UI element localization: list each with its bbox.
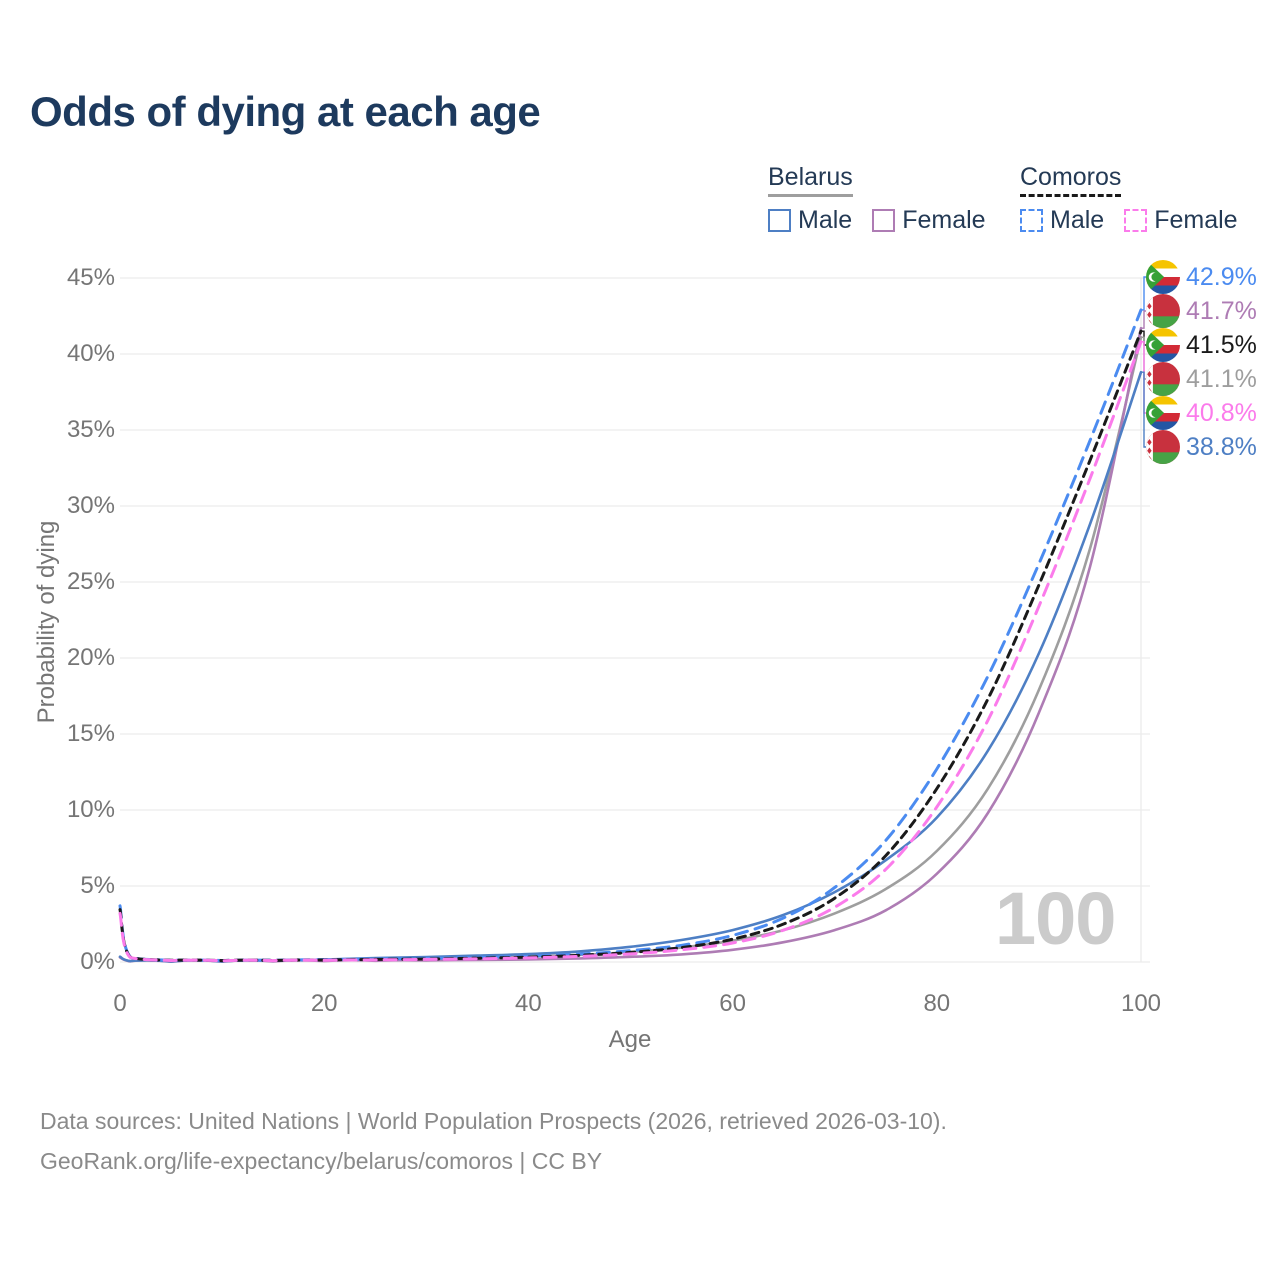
comoros-flag-icon xyxy=(1146,396,1180,430)
series-line-comoros-female xyxy=(118,340,1143,963)
y-tick-label: 35% xyxy=(66,416,115,443)
x-tick-label: 20 xyxy=(310,990,338,1017)
age-watermark: 100 xyxy=(995,877,1116,960)
series-line-comoros-male xyxy=(118,308,1143,962)
page-title: Odds of dying at each age xyxy=(30,88,541,135)
legend-item-label: Male xyxy=(798,206,853,234)
comoros-male-swatch-icon xyxy=(1020,209,1043,232)
series-end-label: 42.9% xyxy=(1146,260,1257,294)
legend-group-comoros: Comoros Male Female xyxy=(1020,163,1238,235)
y-tick-label: 10% xyxy=(66,796,115,823)
legend-items-belarus: Male Female xyxy=(768,206,986,235)
legend-item-label: Female xyxy=(1154,206,1238,234)
y-tick-label: 0% xyxy=(80,948,115,975)
belarus-flag-icon xyxy=(1146,294,1180,328)
series-line-belarus-female xyxy=(118,326,1143,963)
comoros-flag-icon xyxy=(1146,328,1180,362)
x-tick-label: 100 xyxy=(1120,990,1162,1017)
belarus-flag-icon xyxy=(1146,362,1180,396)
series-end-label: 41.7% xyxy=(1146,294,1257,328)
legend-item-belarus-male[interactable]: Male xyxy=(768,206,852,235)
y-tick-label: 40% xyxy=(66,340,115,367)
end-label-value: 41.7% xyxy=(1186,297,1257,325)
comoros-female-swatch-icon xyxy=(1124,209,1148,232)
end-label-value: 40.8% xyxy=(1186,399,1257,427)
x-axis-title: Age xyxy=(608,1026,652,1053)
series-line-belarus-total xyxy=(118,336,1143,963)
belarus-male-swatch-icon xyxy=(768,209,791,232)
series-line-belarus-male xyxy=(118,370,1143,963)
legend-item-comoros-female[interactable]: Female xyxy=(1124,206,1238,235)
y-tick-label: 15% xyxy=(66,720,115,747)
legend-item-label: Male xyxy=(1050,206,1105,234)
series-end-label: 41.5% xyxy=(1146,328,1257,362)
y-tick-label: 25% xyxy=(66,568,115,595)
series-end-label: 38.8% xyxy=(1146,430,1257,464)
y-tick-label: 45% xyxy=(66,264,115,291)
x-tick-label: 0 xyxy=(113,990,127,1017)
series-end-label: 40.8% xyxy=(1146,396,1257,430)
x-tick-label: 40 xyxy=(515,990,542,1017)
belarus-female-swatch-icon xyxy=(872,209,896,232)
data-sources-text: Data sources: United Nations | World Pop… xyxy=(40,1108,947,1134)
y-tick-label: 30% xyxy=(66,492,115,519)
series-end-label: 41.1% xyxy=(1146,362,1257,396)
series-line-comoros-total xyxy=(118,329,1143,963)
legend-item-belarus-female[interactable]: Female xyxy=(872,206,986,235)
end-label-value: 41.1% xyxy=(1186,365,1257,393)
legend-group-belarus: Belarus Male Female xyxy=(768,163,986,235)
end-label-value: 38.8% xyxy=(1186,433,1257,461)
legend-country-belarus[interactable]: Belarus xyxy=(768,163,853,197)
x-tick-label: 80 xyxy=(923,990,951,1017)
y-tick-label: 20% xyxy=(66,644,115,671)
legend-item-label: Female xyxy=(902,206,986,234)
legend-item-comoros-male[interactable]: Male xyxy=(1020,206,1104,235)
legend-country-comoros[interactable]: Comoros xyxy=(1020,163,1122,197)
comoros-flag-icon xyxy=(1146,260,1180,294)
y-tick-label: 5% xyxy=(80,872,115,899)
end-label-value: 41.5% xyxy=(1186,331,1257,359)
legend-items-comoros: Male Female xyxy=(1020,206,1238,235)
end-label-value: 42.9% xyxy=(1186,263,1257,291)
attribution-text: GeoRank.org/life-expectancy/belarus/como… xyxy=(40,1148,603,1174)
belarus-flag-icon xyxy=(1146,430,1180,464)
x-tick-label: 60 xyxy=(719,990,746,1017)
